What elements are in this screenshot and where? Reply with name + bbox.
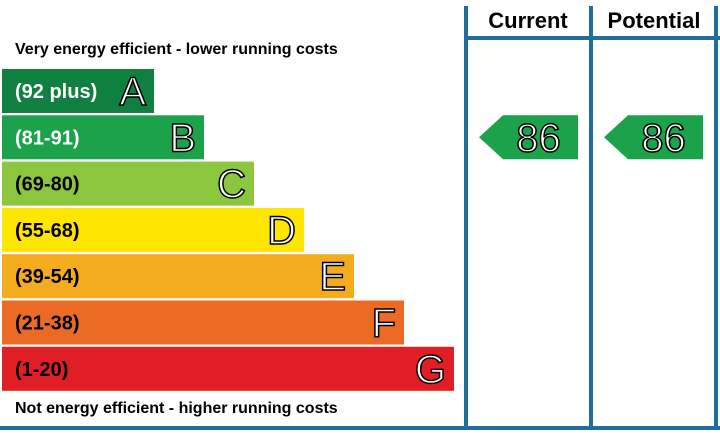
frame	[0, 6, 720, 430]
band-range: (92 plus)	[15, 81, 97, 103]
current-header: Current	[488, 8, 568, 33]
band-range: (39-54)	[15, 266, 79, 288]
band-range: (21-38)	[15, 313, 79, 335]
rating-value: 86	[516, 116, 561, 160]
band-bar	[2, 207, 304, 252]
band-letter: B	[169, 116, 196, 160]
band-range: (55-68)	[15, 220, 79, 242]
band-letter: F	[372, 302, 396, 346]
band-letter: G	[415, 348, 446, 392]
rating-arrow	[604, 115, 703, 160]
band-bar	[2, 69, 154, 113]
band-range: (69-80)	[15, 174, 79, 196]
bottom-note: Not energy efficient - higher running co…	[15, 400, 338, 417]
rating-value: 86	[641, 116, 686, 160]
band-bar	[2, 254, 354, 299]
band-bar	[2, 115, 204, 160]
band-letter: D	[267, 209, 296, 253]
band-bar	[2, 300, 404, 345]
band-range: (1-20)	[15, 359, 68, 381]
top-note: Very energy efficient - lower running co…	[15, 41, 338, 58]
band-letter: E	[319, 255, 346, 299]
band-range: (81-91)	[15, 127, 79, 149]
band-letter: A	[119, 70, 146, 114]
rating-arrow	[479, 115, 578, 160]
band-letter: C	[217, 163, 246, 207]
band-bar	[2, 346, 454, 391]
potential-header: Potential	[608, 8, 701, 33]
band-bar	[2, 161, 254, 206]
